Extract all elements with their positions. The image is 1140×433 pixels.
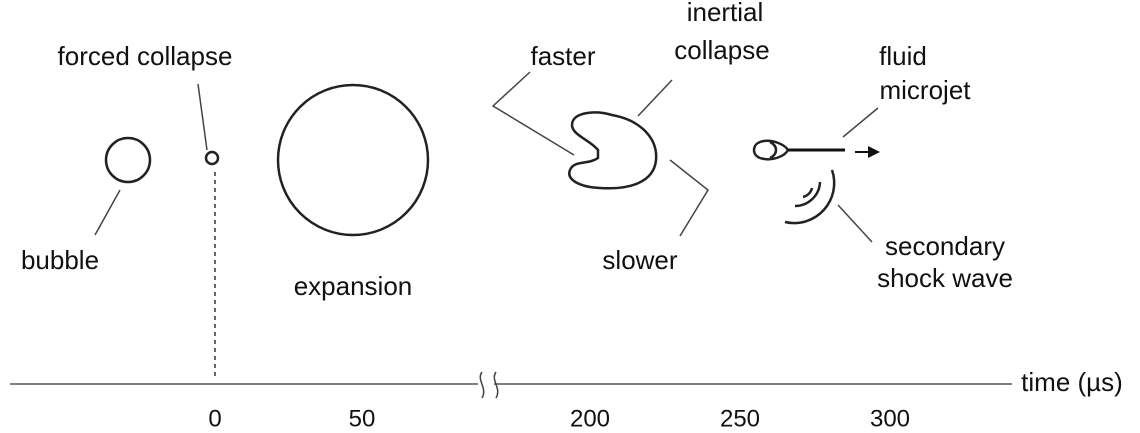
tick-label: 250 (720, 405, 760, 432)
tick-labels: 0 50 200 250 300 (208, 405, 910, 432)
label: fluid (879, 41, 927, 71)
axis-break (479, 371, 499, 399)
leader-line (637, 79, 673, 117)
collapsed-bubble (204, 150, 220, 166)
leader-line (837, 204, 873, 243)
tick-label: 200 (570, 405, 610, 432)
label: forced collapse (58, 41, 233, 71)
label: inertial (687, 0, 764, 27)
tick-label: 50 (349, 405, 376, 432)
label: secondary (885, 231, 1005, 261)
leader-line (94, 189, 121, 236)
label: bubble (21, 245, 99, 275)
kidney-bubble (568, 111, 658, 190)
label: microjet (879, 75, 971, 105)
label: slower (602, 245, 677, 275)
leader-line (842, 107, 879, 138)
jet-bubble (752, 139, 790, 161)
shock-arc (784, 169, 836, 225)
label: expansion (294, 271, 413, 301)
expanded-bubble (276, 83, 430, 237)
label: shock wave (877, 263, 1013, 293)
leader-line (491, 71, 575, 156)
leader-line (669, 159, 709, 237)
label: collapse (674, 35, 769, 65)
shock-arc (802, 187, 814, 199)
arrow-head (868, 146, 880, 158)
tick-label: 0 (208, 405, 221, 432)
tick-label: 300 (870, 405, 910, 432)
leader-line (197, 83, 208, 151)
axis-label: time (µs) (1021, 367, 1123, 397)
bubble-shape (104, 136, 152, 184)
label: faster (530, 41, 595, 71)
shock-arc (794, 181, 822, 208)
